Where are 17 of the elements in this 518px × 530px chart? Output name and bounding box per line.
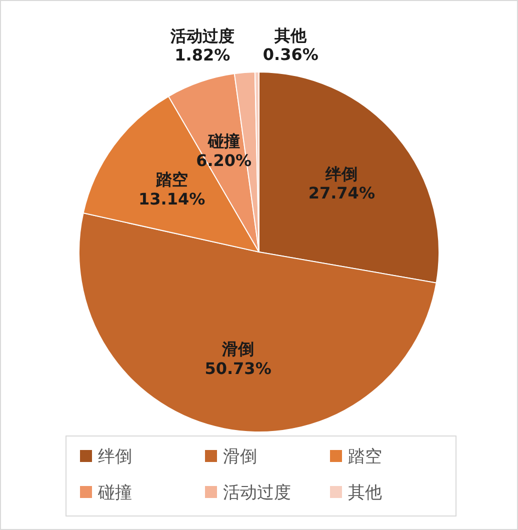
slice-label: 其他	[274, 26, 308, 45]
data-label: 13.14%	[138, 189, 206, 208]
legend-label: 碰撞	[97, 483, 132, 503]
data-label: 1.82%	[174, 46, 230, 65]
slice-label: 滑倒	[221, 340, 254, 359]
slice-label: 活动过度	[169, 26, 234, 46]
data-label: 50.73%	[204, 358, 272, 378]
slice-label: 绊倒	[324, 164, 358, 184]
legend-label: 其他	[348, 483, 382, 503]
slice-label: 碰撞	[206, 132, 240, 151]
data-label: 27.74%	[308, 183, 375, 202]
legend-label: 滑倒	[223, 447, 257, 467]
slice-label: 踏空	[154, 170, 188, 190]
legend-label: 活动过度	[223, 483, 291, 503]
data-label: 0.36%	[262, 45, 318, 64]
legend-label: 踏空	[348, 447, 382, 467]
legend-label: 绊倒	[98, 447, 132, 467]
